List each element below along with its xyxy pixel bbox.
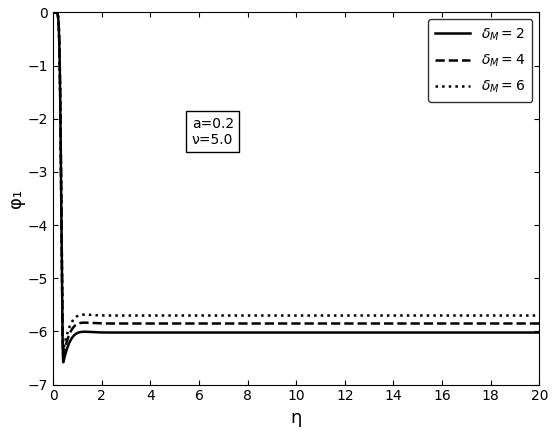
X-axis label: η: η: [290, 409, 302, 427]
Text: a=0.2
ν=5.0: a=0.2 ν=5.0: [191, 117, 234, 147]
Legend: $\delta_M=2$, $\delta_M=4$, $\delta_M=6$: $\delta_M=2$, $\delta_M=4$, $\delta_M=6$: [428, 20, 532, 102]
Y-axis label: φ₁: φ₁: [7, 189, 25, 208]
